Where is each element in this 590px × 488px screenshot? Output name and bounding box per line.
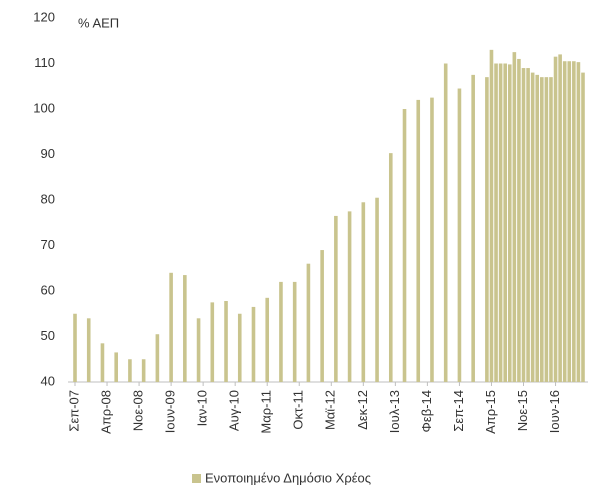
x-tick-label: Ιαν-10 <box>195 390 210 426</box>
y-tick-label: 120 <box>33 9 55 24</box>
x-tick-label: Σεπ-07 <box>66 390 81 432</box>
bar <box>306 263 311 382</box>
bar <box>553 56 558 383</box>
bar <box>498 63 503 382</box>
legend-label: Ενοποιημένο Δημόσιο Χρέος <box>205 470 371 485</box>
bar <box>540 77 544 383</box>
y-tick-label: 40 <box>41 373 55 388</box>
bar <box>128 359 132 382</box>
bar <box>73 313 77 382</box>
bar <box>361 202 366 382</box>
bar <box>503 63 507 382</box>
bar <box>279 281 283 382</box>
x-tick-label: Φεβ-14 <box>419 390 434 432</box>
y-tick-label: 110 <box>34 55 55 70</box>
bar <box>169 272 173 382</box>
y-tick-label: 100 <box>33 100 55 115</box>
x-tick-label: Οκτ-11 <box>291 390 306 430</box>
bar <box>334 215 338 382</box>
x-tick-label: Δεκ-12 <box>355 390 370 430</box>
x-tick-label: Σεπ-14 <box>451 390 466 432</box>
bar <box>494 63 498 382</box>
y-tick-label: 60 <box>41 282 55 297</box>
bar <box>183 275 187 382</box>
y-axis-label: % ΑΕΠ <box>78 15 119 30</box>
bar <box>576 62 581 382</box>
bar <box>457 88 462 383</box>
x-tick-label: Νοε-15 <box>515 390 530 431</box>
bar <box>572 61 576 382</box>
bar <box>489 49 494 382</box>
bar <box>320 250 324 382</box>
bar <box>471 74 475 382</box>
bar <box>485 77 489 383</box>
bar <box>512 52 517 382</box>
bar <box>567 61 572 382</box>
x-tick-label: Μαϊ-12 <box>323 390 338 430</box>
bar <box>562 61 567 382</box>
x-tick-label: Απρ-15 <box>483 390 498 434</box>
bar <box>521 68 526 383</box>
x-tick-label: Αυγ-10 <box>227 390 242 431</box>
bar <box>581 72 585 382</box>
bar <box>535 74 540 382</box>
bar <box>388 153 393 382</box>
bar <box>375 197 379 382</box>
bar <box>237 313 242 382</box>
x-tick-label: Ιουν-16 <box>547 390 562 433</box>
x-tick-label: Μαρ-11 <box>259 390 274 434</box>
bar <box>251 306 256 382</box>
x-tick-label: Ιουν-09 <box>163 390 178 433</box>
bar <box>86 318 91 382</box>
y-tick-label: 90 <box>41 146 55 161</box>
bar <box>196 318 201 382</box>
y-tick-label: 50 <box>41 328 55 343</box>
bar <box>526 68 530 383</box>
y-tick-label: 80 <box>41 191 55 206</box>
bar <box>549 77 553 383</box>
bar <box>265 297 270 382</box>
bar <box>155 334 160 382</box>
bar <box>100 343 105 382</box>
bar <box>430 97 434 382</box>
bar <box>402 109 407 382</box>
bar <box>210 302 215 382</box>
bar <box>558 54 562 383</box>
bar <box>443 63 448 382</box>
x-tick-label: Νοε-08 <box>131 390 146 431</box>
y-tick-label: 70 <box>41 237 55 252</box>
bar <box>347 211 352 382</box>
x-tick-label: Απρ-08 <box>98 390 113 434</box>
x-tick-label: Ιουλ-13 <box>387 390 402 433</box>
bar <box>114 352 118 382</box>
bar <box>507 64 512 382</box>
bar <box>517 58 521 382</box>
bar <box>416 99 421 383</box>
bar <box>292 281 297 382</box>
bar <box>544 77 549 383</box>
legend-swatch <box>192 474 201 483</box>
bar <box>530 72 535 382</box>
bar <box>141 359 146 382</box>
bar <box>224 301 228 382</box>
